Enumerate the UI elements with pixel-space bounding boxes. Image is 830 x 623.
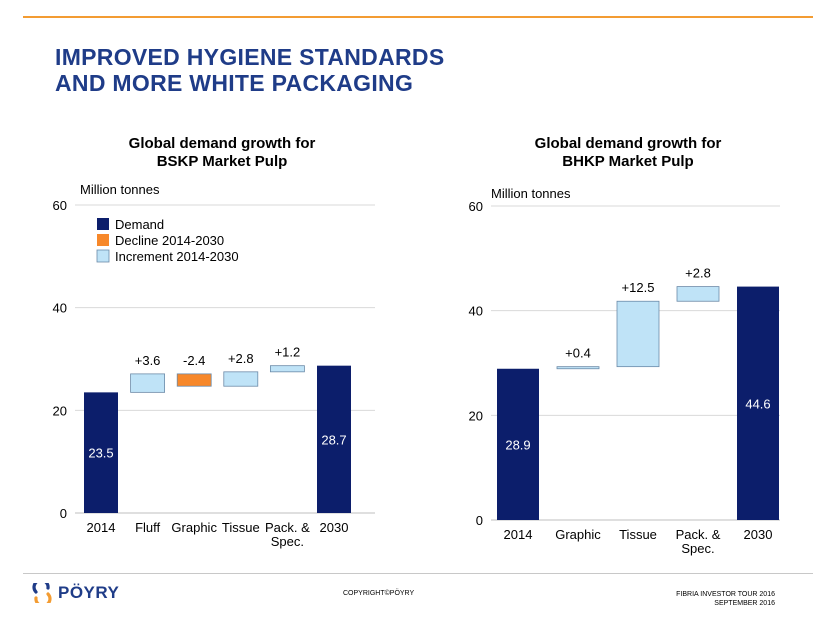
event-line2: SEPTEMBER 2016 [714, 600, 775, 607]
brand-name: PÖYRY [58, 583, 120, 602]
chart1-category-label: Tissue [222, 520, 260, 535]
chart1-bar-tissue [223, 371, 259, 387]
chart1-category-label: Graphic [171, 520, 217, 535]
event-info: FIBRIA INVESTOR TOUR 2016 SEPTEMBER 2016 [676, 590, 775, 608]
chart2-data-label: 28.9 [505, 437, 530, 452]
chart2-data-label: +2.8 [685, 266, 711, 281]
chart2-category-label: 2030 [744, 527, 773, 542]
chart1-ytick-label: 0 [60, 506, 67, 521]
chart2-ytick-label: 60 [469, 199, 483, 214]
chart1-data-label: +2.8 [228, 351, 254, 366]
chart1-category-label: Fluff [135, 520, 160, 535]
chart1-unit-label: Million tonnes [80, 182, 160, 197]
chart1-category-label: Spec. [271, 534, 304, 549]
top-accent-rule [23, 16, 813, 18]
chart1-bar-2014 [84, 392, 118, 513]
chart1-ytick-label: 20 [53, 403, 67, 418]
chart2-data-label: +12.5 [622, 280, 655, 295]
chart1-data-label: 23.5 [88, 446, 113, 461]
chart2-ytick-label: 20 [469, 408, 483, 423]
chart2-category-label: Graphic [555, 527, 601, 542]
chart1-ytick-label: 40 [53, 301, 67, 316]
chart2-bar-tissue [616, 300, 660, 368]
chart1-title-line2: BSKP Market Pulp [157, 153, 288, 170]
chart2-ytick-label: 0 [476, 513, 483, 528]
chart1-bar-pack-spec [269, 365, 305, 373]
chart1-category-label: Pack. & [265, 520, 310, 535]
chart1-bar-fluff [130, 373, 166, 393]
copyright-text: COPYRIGHT©PÖYRY [343, 590, 415, 597]
chart2-bar-pack-spec [676, 286, 720, 302]
chart2-plot: 0 20 40 60 28.9 2014 +0.4 Graphic +12.5 Tissue +2.… [469, 199, 780, 556]
chart1-bar-graphic [176, 373, 212, 387]
event-line1: FIBRIA INVESTOR TOUR 2016 [676, 591, 775, 598]
chart2-title-line2: BHKP Market Pulp [562, 153, 693, 170]
chart2-unit-label: Million tonnes [491, 186, 571, 201]
chart2-category-label: 2014 [504, 527, 533, 542]
chart2-bar-2030 [737, 286, 779, 520]
slide-title: IMPROVED HYGIENE STANDARDS AND MORE WHIT… [55, 44, 444, 96]
slide-title-line2: AND MORE WHITE PACKAGING [55, 70, 414, 96]
chart1-data-label: +1.2 [275, 345, 301, 360]
poyry-s-logo-icon [32, 583, 52, 603]
legend-swatch-increment [96, 249, 110, 263]
chart2-data-label: +0.4 [565, 346, 591, 361]
chart2-bar-2014 [497, 368, 539, 520]
chart2-bar-graphic [556, 366, 600, 370]
footer-rule [23, 573, 813, 574]
chart1-category-label: 2030 [320, 520, 349, 535]
legend-swatch-decline [97, 234, 109, 246]
chart2-title-line1: Global demand growth for [535, 135, 722, 152]
legend-label-demand: Demand [115, 217, 164, 232]
legend-swatch-demand [97, 218, 109, 230]
legend-label-decline: Decline 2014-2030 [115, 233, 224, 248]
chart1-plot: 0 20 40 60 23.5 2014 +3.6 Fluff -2.4 Graphic +2.8 T… [53, 198, 375, 549]
chart1-title-line1: Global demand growth for [129, 135, 316, 152]
chart2-category-label: Tissue [619, 527, 657, 542]
chart1-data-label: -2.4 [183, 353, 205, 368]
chart2-data-label: 44.6 [745, 396, 770, 411]
brand-logo: PÖYRY [32, 583, 119, 603]
chart1-data-label: 28.7 [321, 432, 346, 447]
chart2-category-label: Spec. [681, 541, 714, 556]
chart1-ytick-label: 60 [53, 198, 67, 213]
slide-title-line1: IMPROVED HYGIENE STANDARDS [55, 44, 445, 70]
chart1-data-label: +3.6 [135, 353, 161, 368]
chart1-category-label: 2014 [87, 520, 116, 535]
legend-label-increment: Increment 2014-2030 [115, 249, 239, 264]
chart2-category-label: Pack. & [676, 527, 721, 542]
chart2-ytick-label: 40 [469, 304, 483, 319]
chart1-bar-2030 [317, 365, 351, 513]
